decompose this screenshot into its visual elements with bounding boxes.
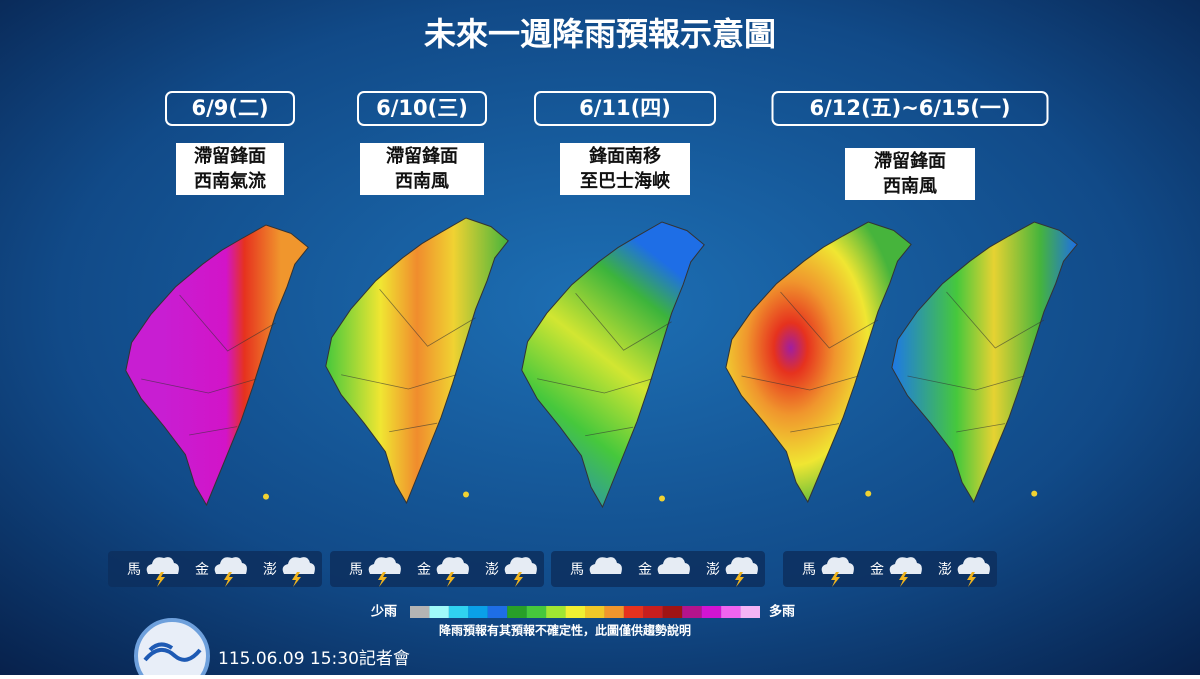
island-name: 金 <box>195 562 209 578</box>
legend-swatch <box>507 606 527 618</box>
legend-high: 多雨 <box>769 604 795 620</box>
desc-line: 滯留鋒面 <box>194 145 266 167</box>
desc-line: 至巴士海峽 <box>580 170 671 192</box>
island-name: 金 <box>417 562 431 578</box>
taiwan-map <box>325 217 509 505</box>
county-borders <box>907 291 1045 433</box>
lightning-icon <box>378 572 387 587</box>
county-borders <box>741 291 879 433</box>
county-borders <box>537 292 672 437</box>
legend-swatch <box>526 606 547 618</box>
islet <box>263 493 269 500</box>
legend-swatch <box>429 606 449 618</box>
lightning-icon <box>224 572 233 587</box>
cloud-icon <box>282 557 315 574</box>
desc-box <box>845 148 975 200</box>
desc-box <box>176 143 284 195</box>
taiwan-map <box>891 221 1078 504</box>
cloud-icon <box>146 557 179 574</box>
taiwan-map <box>125 224 309 507</box>
cloud-icon <box>436 557 469 574</box>
date-box <box>165 91 295 126</box>
islet <box>1031 490 1038 497</box>
lightning-icon <box>831 572 840 587</box>
maps <box>125 217 1078 509</box>
lightning-icon <box>967 572 976 587</box>
county-borders <box>141 294 276 436</box>
legend-swatch <box>643 606 663 618</box>
logo-mark <box>143 642 202 662</box>
islet <box>463 491 469 498</box>
title: 未來一週降雨預報示意圖 <box>424 15 776 53</box>
island-name: 澎 <box>938 562 952 578</box>
island-name: 馬 <box>802 562 816 578</box>
desc-line: 西南氣流 <box>194 170 266 192</box>
cloud-icon <box>957 557 990 574</box>
island-name: 金 <box>638 562 652 578</box>
desc-line: 滯留鋒面 <box>874 150 946 172</box>
legend-swatch <box>448 606 469 618</box>
island-name: 金 <box>870 562 884 578</box>
cloud-icon <box>504 557 537 574</box>
legend-swatch <box>585 606 605 618</box>
cloud-icon <box>889 557 922 574</box>
date: 6/10(三) <box>376 96 468 120</box>
legend-swatch <box>487 606 508 618</box>
cloud-icon <box>821 557 854 574</box>
island-name: 馬 <box>127 562 141 578</box>
island-name: 澎 <box>263 562 277 578</box>
cloud-icon <box>214 557 247 574</box>
taiwan-map <box>725 221 912 504</box>
cloud-icon <box>725 557 758 574</box>
lightning-icon <box>292 572 301 587</box>
cloud-icon <box>589 557 622 574</box>
lightning-icon <box>156 572 165 587</box>
legend-swatch <box>740 606 760 618</box>
date: 6/9(二) <box>191 96 268 120</box>
legend-swatch <box>410 606 430 618</box>
date-box <box>771 91 1049 126</box>
legend-swatch <box>468 606 488 618</box>
cloud-icon <box>657 557 690 574</box>
legend-swatch <box>721 606 741 618</box>
footer: 115.06.09 15:30記者會 <box>218 649 410 669</box>
lightning-icon <box>899 572 908 587</box>
legend-swatch <box>682 606 702 618</box>
desc-line: 鋒面南移 <box>588 145 661 167</box>
island-name: 澎 <box>485 562 499 578</box>
legend-swatch <box>662 606 683 618</box>
legend-swatch <box>623 606 644 618</box>
legend-swatch <box>701 606 722 618</box>
date: 6/11(四) <box>579 96 671 120</box>
desc-line: 西南風 <box>883 175 937 197</box>
taiwan-map <box>521 221 705 509</box>
desc-line: 滯留鋒面 <box>386 145 458 167</box>
date-box <box>357 91 487 126</box>
islet <box>659 495 665 502</box>
legend-swatch <box>546 606 566 618</box>
island-name: 馬 <box>349 562 363 578</box>
county-borders <box>341 288 476 433</box>
island-name: 澎 <box>706 562 720 578</box>
desc-box <box>560 143 690 195</box>
note: 降雨預報有其預報不確定性，此圖僅供趨勢說明 <box>439 623 691 638</box>
date-box <box>534 91 716 126</box>
legend-swatch <box>604 606 624 618</box>
legend-swatch <box>565 606 585 618</box>
logo <box>134 618 210 679</box>
lightning-icon <box>735 572 744 587</box>
legend-low: 少雨 <box>370 604 397 620</box>
date: 6/12(五)~6/15(一) <box>810 96 1011 120</box>
island-name: 馬 <box>570 562 584 578</box>
desc-box <box>360 143 484 195</box>
islet <box>865 490 872 497</box>
desc-line: 西南風 <box>395 170 449 192</box>
lightning-icon <box>446 572 455 587</box>
lightning-icon <box>514 572 523 587</box>
cloud-icon <box>368 557 401 574</box>
